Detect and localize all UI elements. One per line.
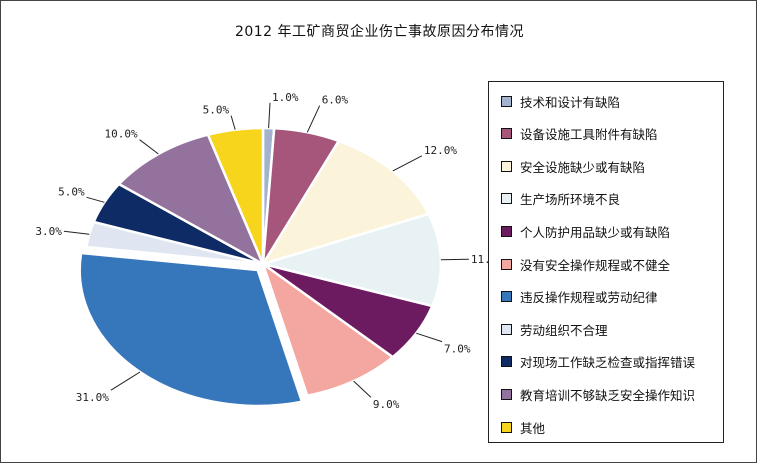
slice-value-label: 7.0%	[444, 343, 471, 356]
legend-swatch	[501, 95, 512, 107]
legend-label: 生产场所环境不良	[520, 192, 621, 208]
legend-item: 教育培训不够缺乏安全操作知识	[501, 384, 695, 404]
leader-line	[306, 105, 321, 133]
legend-label: 违反操作规程或劳动纪律	[520, 290, 658, 306]
legend-label: 教育培训不够缺乏安全操作知识	[520, 387, 696, 403]
legend-swatch	[501, 356, 512, 368]
slice-value-label: 5.0%	[203, 104, 230, 117]
legend-swatch	[501, 193, 512, 205]
leader-line	[416, 332, 443, 343]
legend-item: 违反操作规程或劳动纪律	[501, 287, 658, 307]
chart-title: 2012 年工矿商贸企业伤亡事故原因分布情况	[234, 24, 525, 40]
legend-label: 安全设施缺少或有缺陷	[520, 159, 646, 175]
leader-lines	[63, 102, 469, 398]
legend-swatch	[501, 388, 512, 400]
leader-line	[353, 380, 372, 398]
leader-line	[440, 258, 469, 261]
legend: 技术和设计有缺陷设备设施工具附件有缺陷 安全设施缺少或有缺陷 生产场所环境不良个人防…	[488, 81, 724, 443]
slice-value-label: 9.0%	[373, 398, 400, 411]
leader-line	[230, 115, 236, 130]
legend-label: 技术和设计有缺陷	[520, 94, 621, 110]
legend-item: 生产场所环境不良	[501, 189, 620, 209]
pie-slice	[261, 262, 395, 397]
slice-value-label: 1.0%	[272, 91, 299, 104]
legend-item: 劳动组织不合理	[501, 319, 608, 339]
legend-label: 没有安全操作规程或不健全	[520, 257, 671, 273]
pie-slice	[261, 139, 430, 266]
legend-label: 对现场工作缺乏检查或指挥错误	[520, 355, 696, 371]
leader-line	[110, 371, 141, 391]
legend-item: 安全设施缺少或有缺陷	[501, 156, 645, 176]
leader-line	[139, 139, 159, 155]
slice-value-label: 6.0%	[322, 94, 349, 107]
leader-line	[392, 155, 423, 172]
slice-value-label: 12.0%	[424, 144, 457, 157]
leader-line	[86, 196, 105, 203]
legend-swatch	[501, 225, 512, 237]
legend-swatch	[501, 258, 512, 270]
legend-item: 没有安全操作规程或不健全	[501, 254, 670, 274]
legend-swatch	[501, 128, 512, 140]
slice-value-label: 5.0%	[58, 185, 85, 198]
legend-item: 设备设施工具附件有缺陷	[501, 124, 658, 144]
slice-value-label: 31.0%	[76, 391, 109, 404]
legend-label: 设备设施工具附件有缺陷	[520, 127, 658, 143]
legend-item: 对现场工作缺乏检查或指挥错误	[501, 352, 695, 372]
pie-slices	[78, 126, 443, 408]
legend-item: 技术和设计有缺陷	[501, 91, 620, 111]
leader-line	[63, 230, 90, 235]
legend-swatch	[501, 291, 512, 303]
legend-swatch	[501, 421, 512, 433]
legend-item: 个人防护用品缺少或有缺陷	[501, 221, 670, 241]
legend-label: 劳动组织不合理	[520, 322, 608, 338]
legend-label: 个人防护用品缺少或有缺陷	[520, 224, 671, 240]
pie-slice	[117, 133, 265, 266]
leader-line	[268, 102, 271, 129]
slice-labels: 1.0%6.0%12.0%11.0%7.0%9.0%31.0%3.0%5.0%1…	[35, 91, 504, 411]
legend-label: 其他	[520, 420, 546, 436]
slice-value-label: 10.0%	[104, 128, 137, 141]
legend-item: 其他	[501, 417, 545, 437]
legend-swatch	[501, 160, 512, 172]
slice-value-label: 3.0%	[35, 225, 62, 238]
legend-swatch	[501, 323, 512, 335]
